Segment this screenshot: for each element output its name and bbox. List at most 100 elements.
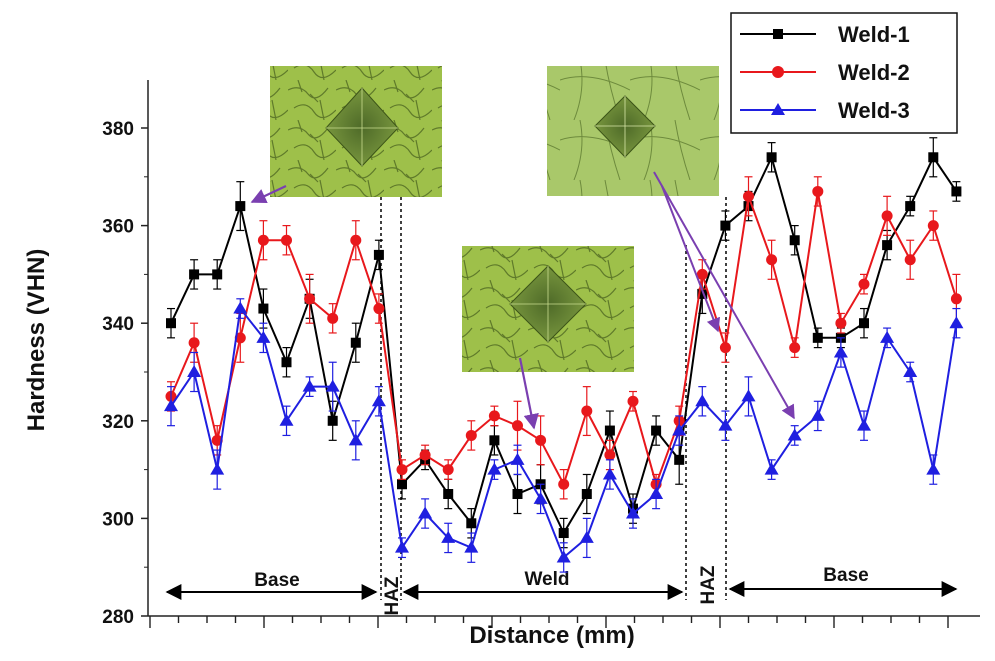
- data-point: [350, 337, 361, 348]
- pointer-arrow-middle: [518, 357, 539, 430]
- data-point: [927, 220, 939, 232]
- data-point: [396, 464, 408, 476]
- region-label-haz-left: HAZ: [382, 576, 403, 615]
- data-point: [859, 318, 869, 329]
- data-point: [787, 428, 802, 441]
- data-point: [187, 365, 202, 377]
- legend-marker: [772, 66, 784, 78]
- x-ticks: [149, 616, 949, 628]
- data-point: [558, 478, 570, 490]
- data-point: [697, 288, 708, 299]
- region-arrows: [165, 581, 958, 600]
- data-point: [512, 489, 523, 499]
- y-tick-label: 360: [102, 217, 134, 238]
- legend: Weld-1 Weld-2 Weld-3: [730, 12, 958, 134]
- inset-micrograph-right: [547, 66, 719, 196]
- data-point: [443, 489, 454, 499]
- data-point: [279, 413, 294, 426]
- legend-marker: [771, 103, 785, 115]
- region-dividers: [380, 197, 727, 600]
- y-tick-label: 300: [102, 509, 134, 530]
- inset-micrograph-left: [270, 66, 442, 197]
- data-point: [556, 550, 571, 563]
- y-tick-label: 280: [102, 607, 134, 628]
- data-point: [348, 433, 363, 446]
- data-point: [928, 152, 939, 163]
- data-point: [789, 342, 801, 354]
- data-point: [211, 434, 223, 446]
- data-point: [212, 269, 223, 280]
- data-point: [858, 278, 870, 290]
- data-point: [281, 357, 292, 368]
- data-point: [626, 506, 640, 519]
- data-point: [325, 379, 340, 392]
- data-point: [857, 418, 871, 431]
- data-point: [581, 405, 593, 417]
- data-point: [327, 312, 339, 324]
- data-point: [881, 210, 893, 222]
- data-point: [651, 425, 662, 436]
- region-label-haz-right: HAZ: [698, 565, 719, 604]
- data-point: [905, 201, 916, 212]
- region-label-weld: Weld: [524, 569, 569, 590]
- region-label-base-right: Base: [823, 565, 868, 586]
- legend-marker: [773, 29, 783, 39]
- data-point: [166, 318, 176, 329]
- data-point: [327, 415, 338, 426]
- data-point: [810, 408, 825, 421]
- data-point: [950, 293, 962, 305]
- legend-label: Weld-3: [838, 98, 910, 123]
- data-point: [487, 462, 502, 475]
- data-point: [558, 528, 569, 539]
- data-point: [602, 467, 617, 480]
- data-point: [302, 379, 317, 392]
- data-point: [743, 190, 754, 202]
- data-point: [812, 185, 824, 197]
- data-point: [672, 423, 687, 436]
- data-point: [533, 491, 548, 504]
- data-point: [833, 345, 848, 358]
- axes: [147, 80, 980, 617]
- data-point: [510, 452, 525, 465]
- y-tick-label: 320: [102, 412, 134, 433]
- data-point: [627, 395, 639, 407]
- y-ticks: 280 300 320 340 360 380: [102, 119, 148, 628]
- data-point: [512, 420, 523, 432]
- data-point: [604, 449, 616, 461]
- data-point: [766, 254, 778, 266]
- data-point: [442, 464, 454, 476]
- data-point: [189, 269, 200, 280]
- x-axis-title: Distance (mm): [469, 622, 634, 649]
- data-point: [257, 234, 269, 246]
- inset-pointer-arrows: [250, 171, 795, 430]
- y-axis-title: Hardness (VHN): [23, 249, 50, 432]
- data-point: [258, 303, 269, 314]
- region-labels: Base HAZ Weld HAZ Base: [254, 565, 868, 616]
- data-point: [766, 152, 777, 163]
- data-point: [464, 540, 479, 553]
- series-weld-3: [164, 298, 964, 573]
- data-point: [835, 317, 847, 329]
- data-point: [304, 293, 316, 305]
- data-point: [373, 249, 384, 260]
- data-point: [234, 332, 246, 344]
- data-point: [674, 454, 685, 465]
- series-layer: [164, 137, 964, 573]
- data-point: [441, 530, 456, 543]
- data-point: [418, 506, 433, 519]
- data-point: [949, 316, 964, 329]
- data-point: [604, 425, 615, 436]
- data-point: [350, 234, 362, 246]
- data-point: [649, 487, 664, 499]
- data-point: [395, 540, 409, 553]
- data-point: [880, 330, 895, 343]
- data-point: [397, 479, 407, 490]
- data-point: [233, 301, 248, 314]
- data-point: [466, 518, 477, 529]
- data-point: [581, 489, 592, 499]
- pointer-arrow-right-2: [661, 185, 720, 333]
- region-label-base-left: Base: [254, 570, 299, 591]
- data-point: [579, 530, 594, 543]
- data-point: [696, 268, 708, 280]
